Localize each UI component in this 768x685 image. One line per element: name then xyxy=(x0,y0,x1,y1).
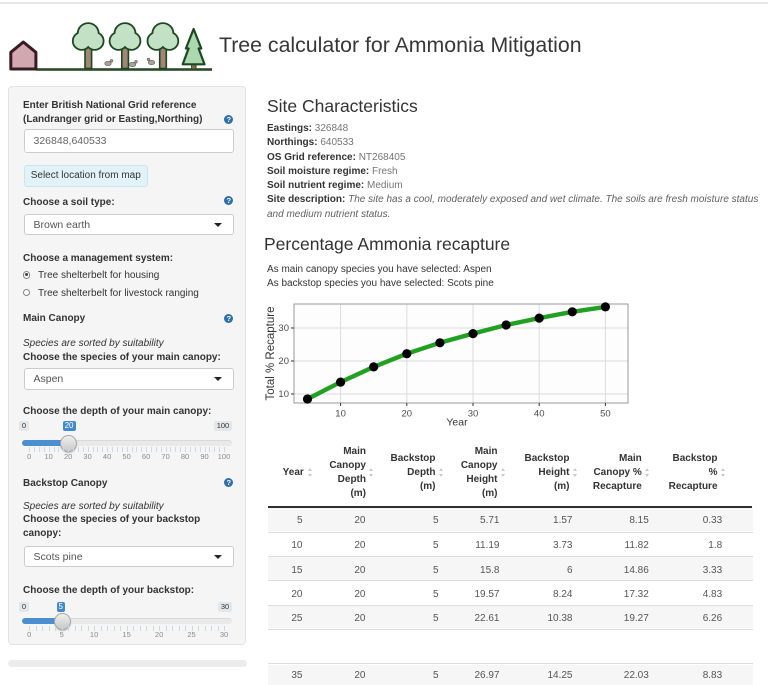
svg-text:20: 20 xyxy=(402,409,413,420)
svg-text:Total % Recapture: Total % Recapture xyxy=(265,307,277,401)
svg-text:10: 10 xyxy=(335,409,346,420)
svg-text:10: 10 xyxy=(278,389,289,400)
svg-text:20: 20 xyxy=(278,356,289,367)
svg-text:50: 50 xyxy=(600,409,611,420)
svg-text:40: 40 xyxy=(534,409,545,420)
svg-text:30: 30 xyxy=(278,323,289,334)
svg-text:30: 30 xyxy=(468,409,479,420)
svg-text:Year: Year xyxy=(446,417,468,429)
